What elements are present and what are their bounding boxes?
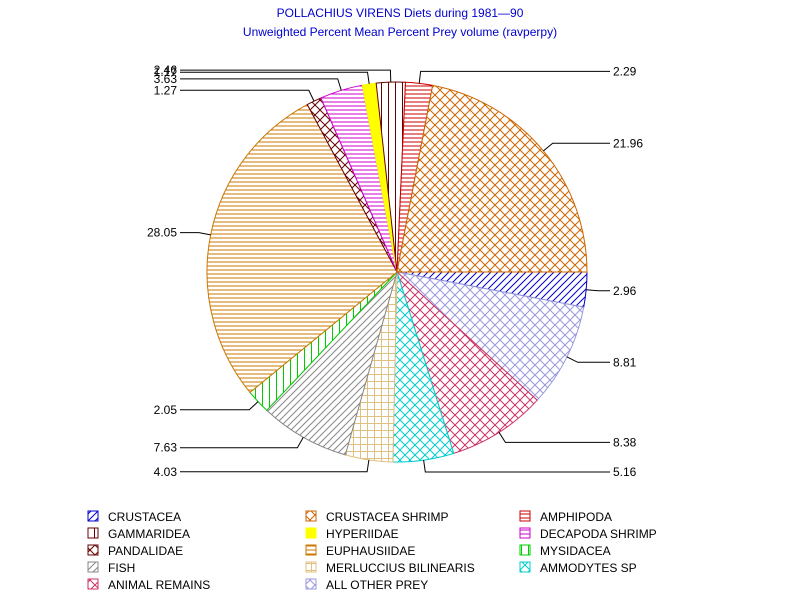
legend-swatch-crustacea bbox=[87, 510, 99, 522]
legend-swatch-amphipoda bbox=[519, 510, 531, 522]
leader-line-crustacea-shrimp bbox=[543, 142, 610, 152]
slice-label-amphipoda: 2.29 bbox=[613, 64, 637, 78]
slice-label-gammaridea: 2.46 bbox=[154, 63, 178, 77]
legend-label-euphausiidae: EUPHAUSIIDAE bbox=[326, 544, 415, 558]
slice-label-hyperiidae: 1.17 bbox=[154, 65, 178, 79]
leader-line-decapoda-shrimp bbox=[180, 78, 342, 91]
legend-item-crustacea-shrimp: CRUSTACEA SHRIMP bbox=[305, 510, 448, 524]
leader-line-amphipoda bbox=[418, 70, 610, 84]
legend-label-gammaridea: GAMMARIDEA bbox=[108, 527, 190, 541]
legend-swatch-mysidacea bbox=[519, 544, 531, 556]
legend-item-fish: FISH bbox=[87, 561, 135, 575]
slice-label-all-other-prey: 8.81 bbox=[613, 355, 637, 369]
leader-line-mysidacea bbox=[180, 401, 259, 411]
chart-subtitle: Unweighted Percent Mean Percent Prey vol… bbox=[243, 25, 557, 39]
legend-label-crustacea: CRUSTACEA bbox=[108, 510, 181, 524]
legend-label-hyperiidae: HYPERIIDAE bbox=[326, 527, 399, 541]
slice-label-fish: 7.63 bbox=[154, 441, 178, 455]
chart-title: POLLACHIUS VIRENS Diets during 1981—90 bbox=[277, 6, 524, 20]
legend-swatch-animal-remains bbox=[87, 578, 99, 590]
legend-label-pandalidae: PANDALIDAE bbox=[108, 544, 183, 558]
leader-line-all-other-prey bbox=[566, 356, 610, 363]
leader-line-ammodytes-sp bbox=[423, 460, 610, 473]
legend-swatch-crustacea-shrimp bbox=[305, 510, 317, 522]
legend-item-mysidacea: MYSIDACEA bbox=[519, 544, 611, 558]
legend-label-amphipoda: AMPHIPODA bbox=[540, 510, 612, 524]
legend-item-crustacea: CRUSTACEA bbox=[87, 510, 181, 524]
legend-swatch-gammaridea bbox=[87, 527, 99, 539]
legend-item-all-other-prey: ALL OTHER PREY bbox=[305, 578, 428, 592]
leader-line-euphausiidae bbox=[180, 232, 211, 236]
legend-swatch-all-other-prey bbox=[305, 578, 317, 590]
legend-label-all-other-prey: ALL OTHER PREY bbox=[326, 578, 428, 592]
slice-label-crustacea: 2.96 bbox=[613, 284, 637, 298]
pie-slice-animal-remains bbox=[395, 270, 538, 454]
slice-label-decapoda-shrimp: 3.63 bbox=[154, 72, 178, 86]
slice-label-crustacea-shrimp: 21.96 bbox=[613, 136, 643, 150]
legend-label-merluccius-bilinearis: MERLUCCIUS BILINEARIS bbox=[326, 561, 475, 575]
legend-label-animal-remains: ANIMAL REMAINS bbox=[108, 578, 210, 592]
slice-label-ammodytes-sp: 5.16 bbox=[613, 465, 637, 479]
pie-slices bbox=[206, 81, 588, 463]
pie-slice-crustacea-shrimp bbox=[396, 84, 588, 273]
legend-swatch-ammodytes-sp bbox=[519, 561, 531, 573]
slice-label-merluccius-bilinearis: 4.03 bbox=[154, 465, 178, 479]
leader-line-pandalidae bbox=[180, 89, 315, 102]
legend: CRUSTACEA CRUSTACEA SHRIMP AMPHIPODA GAMMAR… bbox=[87, 510, 657, 592]
legend-item-decapoda-shrimp: DECAPODA SHRIMP bbox=[519, 527, 657, 541]
legend-item-merluccius-bilinearis: MERLUCCIUS BILINEARIS bbox=[305, 561, 475, 575]
legend-swatch-decapoda-shrimp bbox=[519, 527, 531, 539]
legend-label-ammodytes-sp: AMMODYTES SP bbox=[540, 561, 637, 575]
legend-swatch-fish bbox=[87, 561, 99, 573]
leader-line-hyperiidae bbox=[180, 71, 370, 85]
leader-line-animal-remains bbox=[498, 432, 610, 443]
slice-label-leaders bbox=[180, 69, 610, 473]
slice-label-animal-remains: 8.38 bbox=[613, 435, 637, 449]
legend-item-euphausiidae: EUPHAUSIIDAE bbox=[305, 544, 415, 558]
legend-item-animal-remains: ANIMAL REMAINS bbox=[87, 578, 210, 592]
legend-label-mysidacea: MYSIDACEA bbox=[540, 544, 611, 558]
legend-swatch-euphausiidae bbox=[305, 544, 317, 556]
slice-label-euphausiidae: 28.05 bbox=[147, 226, 177, 240]
legend-label-fish: FISH bbox=[108, 561, 135, 575]
legend-label-decapoda-shrimp: DECAPODA SHRIMP bbox=[540, 527, 657, 541]
leader-line-merluccius-bilinearis bbox=[180, 459, 370, 473]
leader-line-fish bbox=[180, 437, 304, 449]
legend-swatch-hyperiidae bbox=[305, 527, 317, 539]
slice-label-mysidacea: 2.05 bbox=[154, 403, 178, 417]
legend-label-crustacea-shrimp: CRUSTACEA SHRIMP bbox=[326, 510, 448, 524]
legend-swatch-merluccius-bilinearis bbox=[305, 561, 317, 573]
leader-line-crustacea bbox=[586, 289, 610, 292]
legend-item-hyperiidae: HYPERIIDAE bbox=[305, 527, 399, 541]
slice-labels: 2.96 8.81 8.38 5.16 4.03 7.63 2.05 28.05 1.273.6… bbox=[147, 63, 643, 479]
legend-item-amphipoda: AMPHIPODA bbox=[519, 510, 612, 524]
legend-item-pandalidae: PANDALIDAE bbox=[87, 544, 183, 558]
slice-label-pandalidae: 1.27 bbox=[154, 83, 178, 97]
legend-item-ammodytes-sp: AMMODYTES SP bbox=[519, 561, 637, 575]
pie-slice-all-other-prey bbox=[395, 271, 585, 401]
legend-item-gammaridea: GAMMARIDEA bbox=[87, 527, 190, 541]
legend-swatch-pandalidae bbox=[87, 544, 99, 556]
leader-line-gammaridea bbox=[180, 69, 392, 83]
